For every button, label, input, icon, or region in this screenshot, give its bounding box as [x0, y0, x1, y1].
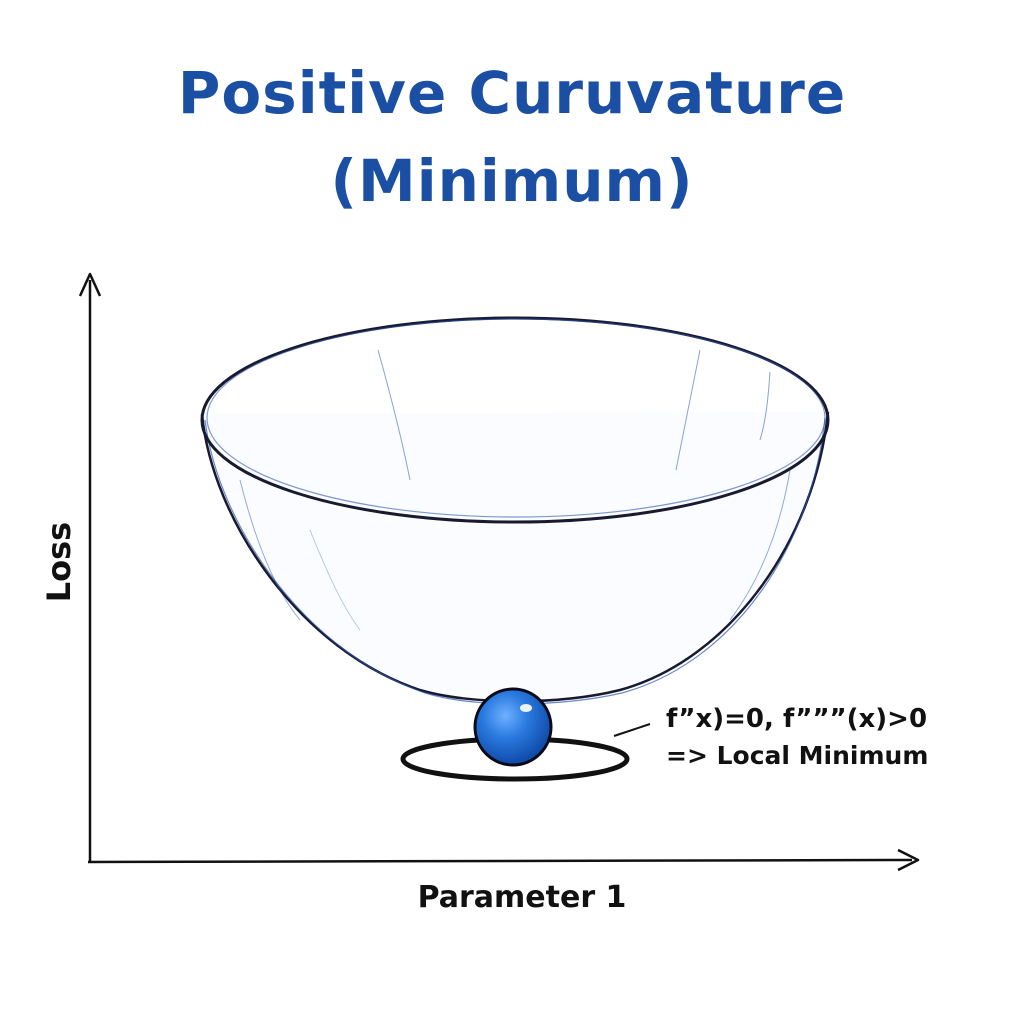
x-axis	[87, 848, 920, 872]
ball	[473, 687, 553, 767]
bowl	[200, 316, 830, 705]
bowl-rim	[200, 316, 830, 524]
annotation-conclusion: => Local Minimum	[666, 741, 928, 770]
bowl-body	[200, 411, 830, 703]
annotation-condition: f”x)=0, f”””(x)>0	[666, 704, 927, 734]
y-axis-label: Loss	[40, 522, 78, 602]
title-line-2: (Minimum)	[330, 147, 694, 215]
y-axis	[78, 272, 102, 862]
x-axis-label: Parameter 1	[418, 880, 627, 915]
annotation-leader	[613, 723, 651, 737]
title-line-1: Positive Curuvature	[177, 59, 847, 127]
